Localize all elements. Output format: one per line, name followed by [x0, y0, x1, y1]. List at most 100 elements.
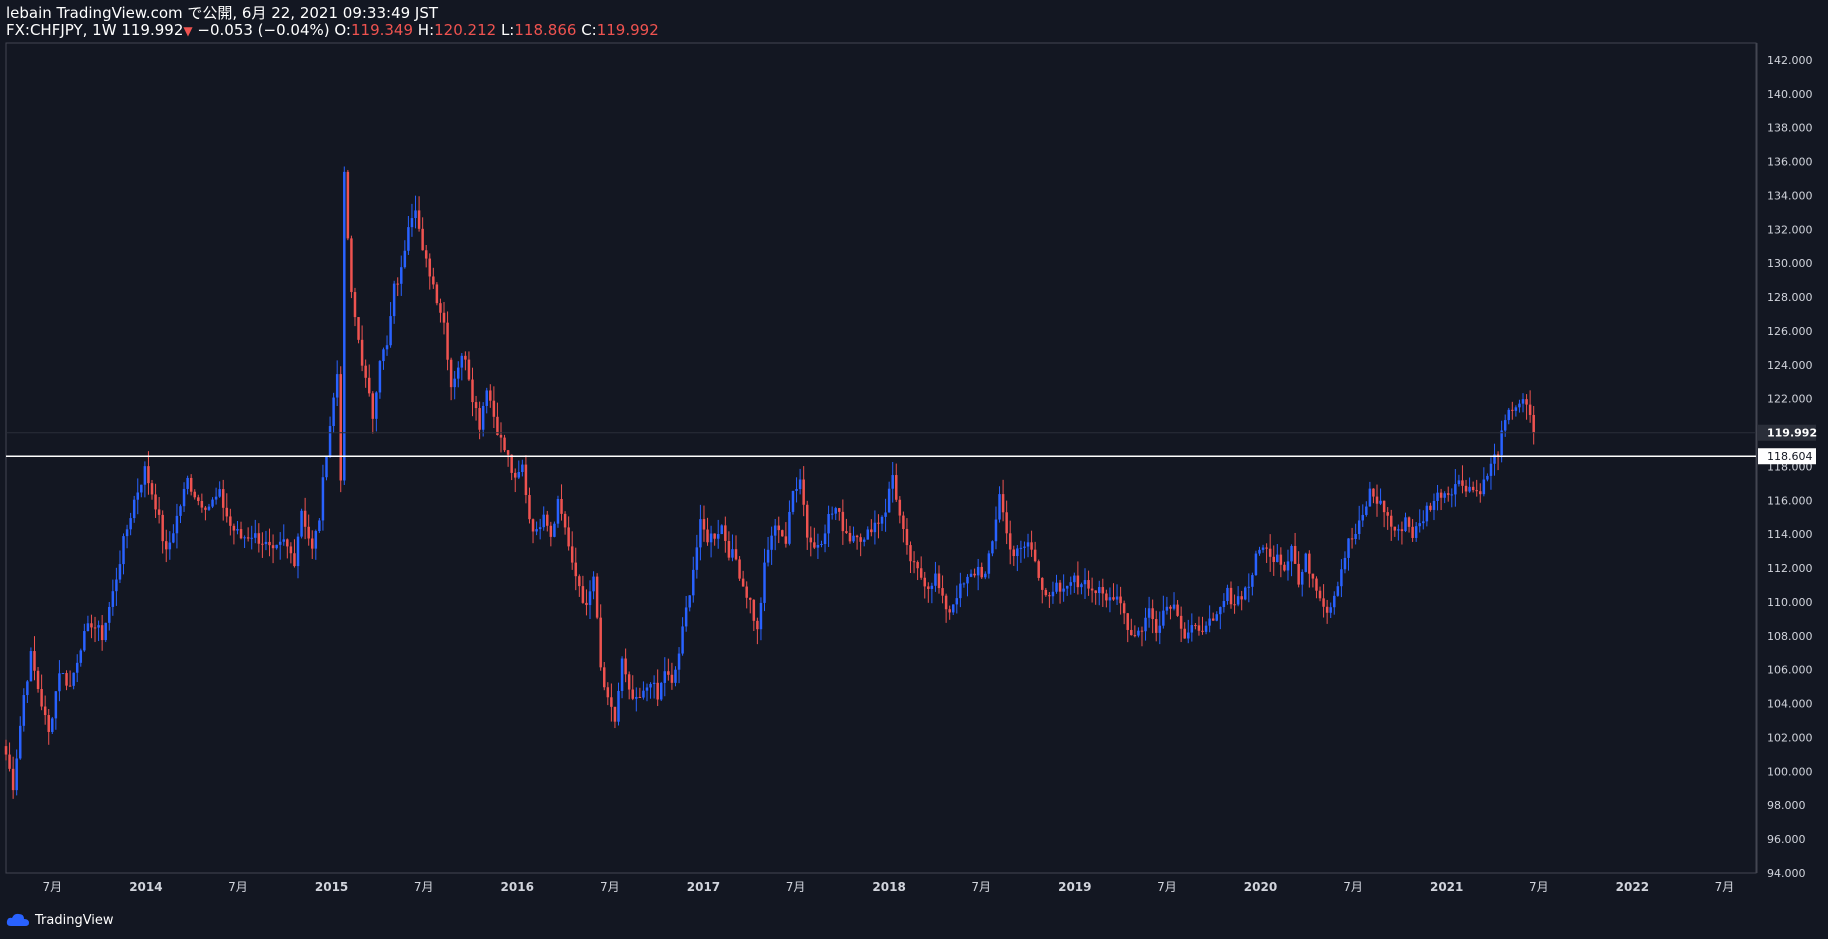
candle-body [1165, 606, 1169, 611]
candle-body [510, 454, 513, 473]
candle-body [1368, 488, 1372, 507]
candle-body [1511, 409, 1514, 411]
candle-body [1065, 585, 1069, 589]
x-tick-label: 2019 [1058, 880, 1091, 894]
candle-body [1286, 561, 1290, 571]
y-tick-label: 110.000 [1767, 596, 1813, 609]
candle-body [1247, 586, 1251, 588]
candle-body [720, 525, 724, 535]
tradingview-cloud-icon [6, 913, 29, 926]
candle-body [1493, 454, 1496, 464]
candle-body [79, 650, 83, 663]
candle-body [353, 292, 357, 318]
candle-body [1382, 500, 1386, 513]
candle-body [261, 543, 264, 545]
tradingview-footer[interactable]: TradingView [6, 910, 114, 930]
candle-body [496, 416, 499, 436]
candle-body [278, 541, 282, 545]
candle-body [866, 529, 870, 540]
candle-body [588, 591, 592, 606]
candle-body [1347, 538, 1350, 558]
candle-body [83, 631, 86, 651]
candle-body [1365, 506, 1368, 515]
candle-body [1151, 608, 1154, 620]
candle-body [667, 671, 670, 675]
y-tick-label: 136.000 [1767, 156, 1813, 169]
candle-body [1333, 595, 1336, 608]
candle-body [8, 754, 11, 769]
candle-body [143, 466, 147, 485]
candle-body [1147, 608, 1151, 618]
candle-body [350, 238, 353, 293]
candle-body [485, 390, 488, 406]
candle-body [1119, 596, 1122, 604]
candle-body [229, 516, 232, 526]
open-label: O: [334, 21, 351, 39]
candle-body [1400, 529, 1404, 532]
candle-body [1414, 526, 1418, 538]
candle-body [1357, 520, 1361, 534]
candle-body [535, 529, 538, 532]
candle-body [1097, 587, 1101, 594]
candle-body [642, 690, 645, 698]
y-tick-label: 112.000 [1767, 562, 1813, 575]
candle-body [1300, 571, 1304, 585]
candle-body [311, 538, 314, 549]
candle-body [321, 477, 325, 521]
publish-info: lebain TradingView.com で公開, 6月 22, 2021 … [6, 4, 439, 22]
candle-body [150, 483, 154, 495]
chart-header: lebain TradingView.com で公開, 6月 22, 2021 … [6, 5, 659, 40]
candle-body [293, 553, 296, 567]
candle-body [805, 504, 809, 538]
candle-body [357, 317, 360, 340]
candle-body [1112, 597, 1115, 600]
candle-body [838, 508, 841, 512]
candle-body [108, 606, 111, 623]
candle-body [1318, 590, 1322, 599]
high-label: H: [417, 21, 435, 39]
y-tick-label: 134.000 [1767, 189, 1813, 202]
candle-body [1322, 598, 1325, 607]
candle-body [1208, 618, 1211, 626]
candle-body [492, 400, 496, 417]
candle-body [1496, 454, 1500, 456]
candle-body [1311, 573, 1315, 579]
candle-body [1048, 595, 1051, 597]
candle-body [1233, 604, 1236, 606]
candle-body [1179, 615, 1183, 629]
x-tick-label: 2021 [1430, 880, 1463, 894]
y-tick-label: 116.000 [1767, 494, 1813, 507]
candle-body [521, 464, 524, 472]
candle-body [179, 506, 182, 516]
support-line-price-label: 118.604 [1767, 450, 1813, 463]
candle-body [724, 525, 727, 541]
candle-body [916, 562, 919, 569]
candle-body [1254, 553, 1258, 576]
candle-body [51, 718, 54, 732]
x-tick-label: 7月 [1157, 880, 1177, 894]
candle-body [1194, 625, 1197, 627]
candle-body [289, 546, 293, 554]
y-tick-label: 124.000 [1767, 359, 1813, 372]
candle-body [97, 625, 100, 628]
candle-body [699, 519, 702, 548]
candle-body [524, 464, 528, 496]
candle-body [264, 541, 268, 545]
candle-body [880, 516, 884, 524]
candle-body [1354, 533, 1357, 539]
candle-body [670, 674, 674, 683]
candle-body [788, 511, 791, 544]
candle-body [68, 685, 72, 687]
candle-body [1204, 625, 1208, 632]
x-tick-label: 2016 [501, 880, 534, 894]
candle-body [1001, 494, 1005, 513]
candle-body [175, 515, 179, 534]
candle-body [513, 472, 517, 478]
candle-body [1258, 549, 1261, 554]
candle-body [414, 210, 417, 219]
candle-body [481, 405, 485, 430]
candle-body [65, 673, 68, 686]
candle-body [798, 479, 802, 490]
candle-body [1172, 604, 1176, 609]
